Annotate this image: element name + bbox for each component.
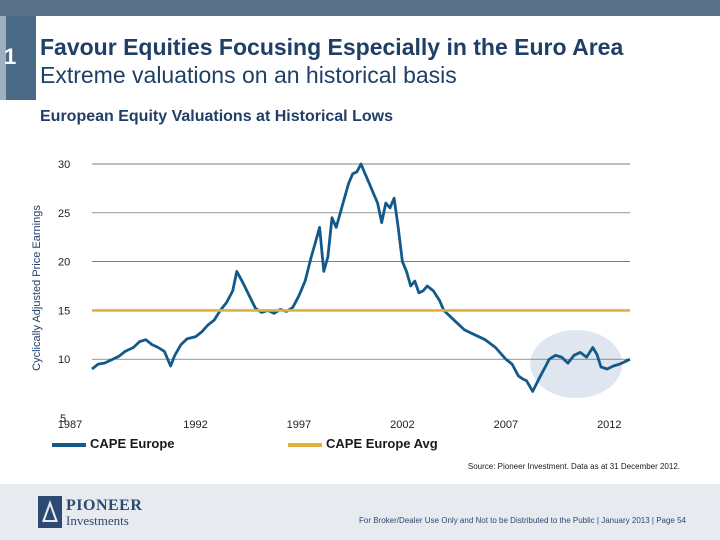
- series-line-cape-europe: [91, 162, 631, 393]
- y-tick-label: 5: [60, 413, 66, 425]
- x-tick-label: 2007: [494, 419, 518, 431]
- y-tick-label: 20: [58, 257, 70, 269]
- section-number: 1: [4, 44, 17, 69]
- x-tick-label: 1992: [183, 419, 207, 431]
- y-tick-label: 10: [58, 354, 70, 366]
- slide-subtitle: Extreme valuations on an historical basi…: [40, 62, 457, 88]
- slide-title: Favour Equities Focusing Especially in t…: [40, 34, 624, 60]
- legend-label-cape-europe: CAPE Europe: [90, 436, 175, 451]
- legend-cape-europe: CAPE Europe: [52, 436, 175, 451]
- source-note: Source: Pioneer Investment. Data as at 3…: [467, 462, 680, 471]
- y-axis-label: Cyclically Adjusted Price Earnings: [31, 205, 43, 371]
- footer: [0, 484, 720, 540]
- highlight-ellipse: [530, 330, 623, 399]
- x-tick-label: 1997: [287, 419, 311, 431]
- top-bar: [0, 0, 720, 16]
- x-tick-label: 2002: [390, 419, 414, 431]
- chart-title: European Equity Valuations at Historical…: [40, 108, 393, 125]
- x-tick-label: 1987: [58, 419, 82, 431]
- y-tick-label: 15: [58, 305, 70, 317]
- logo-word-pioneer: PIONEER: [66, 497, 143, 514]
- y-tick-label: 30: [58, 159, 70, 171]
- x-tick-label: 2012: [597, 419, 621, 431]
- footer-disclaimer: For Broker/Dealer Use Only and Not to be…: [359, 516, 686, 525]
- pioneer-logo-icon: [38, 496, 62, 528]
- logo-word-investments: Investments: [66, 513, 129, 528]
- legend-label-cape-europe-avg: CAPE Europe Avg: [326, 436, 438, 451]
- y-tick-label: 25: [58, 208, 70, 220]
- cape-line-chart: 5 10 15 20 25 30 1987 1992 1997 2002 2007 2012 Cycli…: [31, 159, 631, 431]
- legend-cape-europe-avg: CAPE Europe Avg: [288, 436, 438, 451]
- legend-swatch-cape-europe-avg: [288, 442, 322, 447]
- section-marker: 1: [4, 16, 36, 100]
- legend-swatch-cape-europe: [52, 442, 86, 447]
